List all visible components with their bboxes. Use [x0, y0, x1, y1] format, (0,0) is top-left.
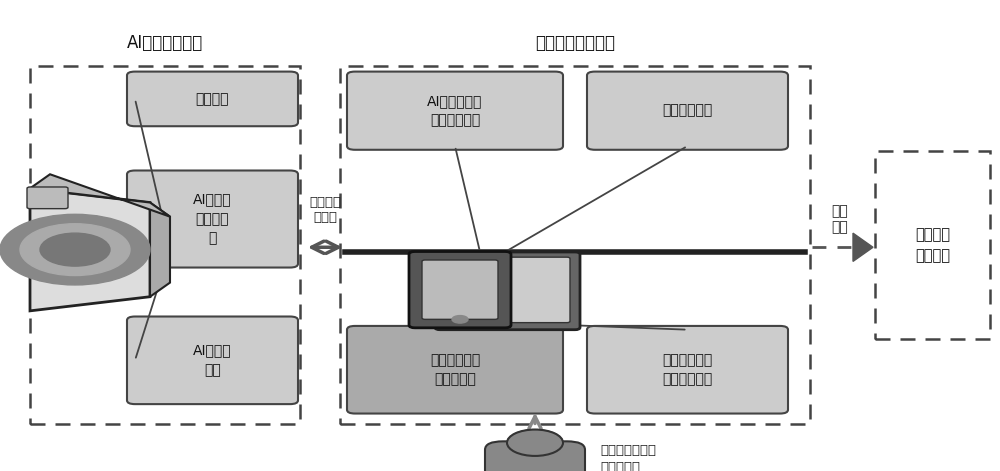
FancyBboxPatch shape — [127, 171, 298, 268]
Text: AI智能视觉终端: AI智能视觉终端 — [127, 34, 203, 52]
Text: AI视频记
录仪: AI视频记 录仪 — [193, 343, 232, 377]
FancyBboxPatch shape — [127, 72, 298, 126]
Text: 用户人脸、指纹
等身份验证: 用户人脸、指纹 等身份验证 — [600, 444, 656, 471]
Bar — [30, 66, 300, 424]
Circle shape — [507, 430, 563, 456]
FancyBboxPatch shape — [27, 187, 68, 209]
Text: 数据
接入: 数据 接入 — [832, 204, 848, 234]
FancyBboxPatch shape — [347, 72, 563, 150]
FancyBboxPatch shape — [587, 72, 788, 150]
FancyBboxPatch shape — [127, 317, 298, 404]
Circle shape — [452, 316, 468, 323]
Text: AI人脸识别、
指纹处理模块: AI人脸识别、 指纹处理模块 — [427, 94, 483, 128]
Polygon shape — [30, 188, 150, 311]
FancyBboxPatch shape — [445, 257, 570, 323]
FancyBboxPatch shape — [587, 326, 788, 414]
FancyBboxPatch shape — [422, 260, 498, 319]
Circle shape — [0, 214, 150, 285]
FancyBboxPatch shape — [485, 441, 585, 471]
Text: AI视觉分
析处理引
擎: AI视觉分 析处理引 擎 — [193, 193, 232, 245]
Text: 告警设备: 告警设备 — [196, 92, 229, 106]
Text: 国网物联
网云平台: 国网物联 网云平台 — [915, 227, 950, 263]
Circle shape — [20, 224, 130, 276]
Circle shape — [40, 233, 110, 266]
Polygon shape — [150, 203, 170, 297]
Text: 实时监控与告
警处理模块: 实时监控与告 警处理模块 — [430, 353, 480, 387]
Bar — [340, 66, 810, 424]
Text: 调度、安监等
规范流程模块: 调度、安监等 规范流程模块 — [662, 353, 713, 387]
Polygon shape — [30, 174, 170, 217]
FancyBboxPatch shape — [409, 252, 511, 328]
FancyBboxPatch shape — [435, 252, 580, 330]
Text: 操作评价模块: 操作评价模块 — [662, 104, 713, 118]
FancyBboxPatch shape — [347, 326, 563, 414]
Bar — [875, 151, 990, 339]
Text: 手持智能移动终端: 手持智能移动终端 — [535, 34, 615, 52]
Polygon shape — [853, 233, 873, 261]
Text: 泛在物联
网通信: 泛在物联 网通信 — [309, 195, 341, 224]
